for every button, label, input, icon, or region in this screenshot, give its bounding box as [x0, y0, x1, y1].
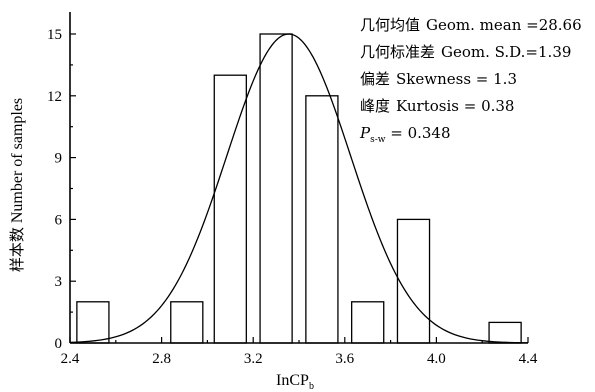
- x-tick-label-5: 4.4: [519, 351, 538, 367]
- y-tick-label-2: 6: [55, 212, 63, 228]
- stat-geom-sd: 几何标准差 Geom. S.D.=1.39: [360, 43, 571, 61]
- histogram-bar-6: [396, 218, 431, 344]
- stat-kurtosis: 峰度 Kurtosis = 0.38: [360, 97, 514, 115]
- y-ticks: 0 3 6 9 12 15: [47, 27, 76, 352]
- y-tick-label-3: 9: [55, 151, 63, 167]
- y-tick-label-0: 0: [55, 336, 63, 352]
- histogram-bar-7: [488, 321, 522, 344]
- stat-shapiro-wilk-p: Ps-w = 0.348: [359, 124, 451, 145]
- stats-annotation: 几何均值 Geom. mean =28.66 几何标准差 Geom. S.D.=1.…: [359, 16, 582, 145]
- histogram-bar-1: [170, 301, 204, 344]
- x-tick-label-2: 3.2: [244, 351, 263, 367]
- normal-fit-curve: [69, 33, 529, 344]
- y-tick-label-1: 3: [55, 274, 63, 290]
- x-tick-label-1: 2.8: [152, 351, 171, 367]
- stat-skewness: 偏差 Skewness = 1.3: [360, 70, 517, 88]
- x-tick-label-3: 3.6: [335, 351, 354, 367]
- y-axis-title: 样本数 Number of samples: [8, 98, 26, 272]
- x-axis-title: InCPb: [276, 372, 314, 392]
- histogram-bar-5: [351, 301, 385, 344]
- histogram-bar-0: [76, 301, 110, 344]
- stat-geom-mean: 几何均值 Geom. mean =28.66: [360, 16, 582, 34]
- bars-layer: [76, 33, 522, 344]
- histogram-bar-2: [213, 74, 247, 344]
- x-tick-label-0: 2.4: [61, 351, 80, 367]
- histogram-bar-4: [305, 95, 339, 344]
- x-ticks: 2.4 2.8 3.2 3.6 4.0 4.4: [61, 337, 538, 367]
- histogram-bar-3: [259, 33, 293, 344]
- x-tick-label-4: 4.0: [427, 351, 446, 367]
- y-tick-label-5: 15: [47, 27, 62, 43]
- y-tick-label-4: 12: [47, 89, 62, 105]
